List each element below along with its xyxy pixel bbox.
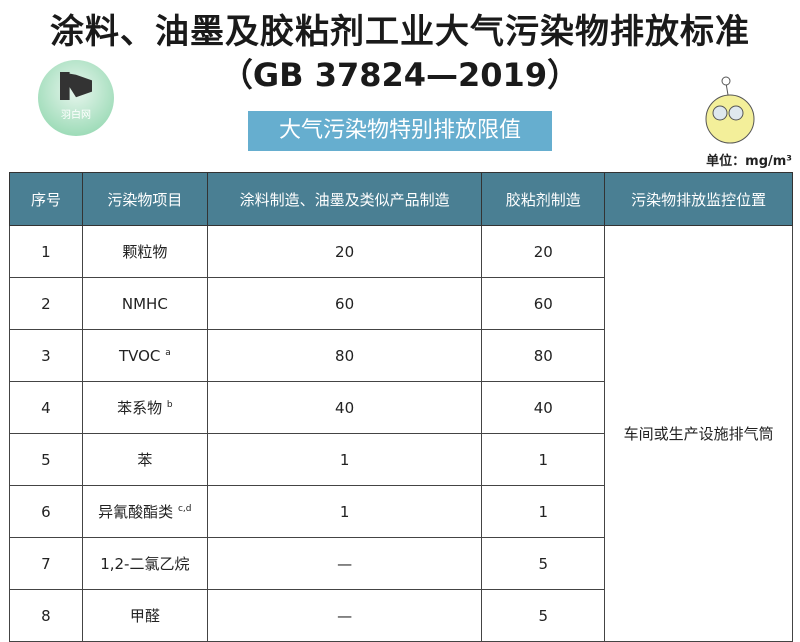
cell-coating: 60 [206,277,483,330]
logo-mark-icon [60,72,92,100]
cell-item: 苯 [81,433,208,486]
cell-adhesive: 5 [481,537,606,590]
cell-no: 1 [9,225,83,278]
cell-item: 异氰酸酯类 c,d [81,485,208,538]
cell-adhesive: 80 [481,329,606,382]
table-row: 5 苯 1 1 [9,433,793,486]
header-location: 污染物排放监控位置 [604,172,793,226]
logo-text: 羽白网 [61,110,91,121]
item-name: 1,2-二氯乙烷 [100,555,190,573]
cell-adhesive: 20 [481,225,606,278]
mascot-icon [705,76,755,144]
cell-location: 车间或生产设施排气筒 [604,225,793,642]
standard-number: （GB 37824—2019） [220,56,580,94]
cell-coating: 80 [206,329,483,382]
header-adhesive: 胶粘剂制造 [481,172,606,226]
cell-coating: 1 [206,485,483,538]
emission-limits-table: 序号 污染物项目 涂料制造、油墨及类似产品制造 胶粘剂制造 污染物排放监控位置 … [9,172,793,642]
item-name: 苯 [137,451,153,469]
cell-adhesive: 1 [481,433,606,486]
table-row: 3 TVOC a 80 80 [9,329,793,382]
table-row: 7 1,2-二氯乙烷 — 5 [9,537,793,590]
cell-item: 苯系物 b [81,381,208,434]
cell-no: 4 [9,381,83,434]
cell-item: NMHC [81,277,208,330]
item-footnote: b [166,400,173,410]
cell-item: 甲醛 [81,589,208,642]
item-name: 异氰酸酯类 [98,503,174,521]
table-header-row: 序号 污染物项目 涂料制造、油墨及类似产品制造 胶粘剂制造 污染物排放监控位置 [9,172,793,226]
cell-no: 6 [9,485,83,538]
item-footnote: c,d [177,504,192,514]
item-name: TVOC [118,346,161,365]
cell-no: 7 [9,537,83,590]
cell-no: 8 [9,589,83,642]
item-footnote: a [165,347,171,358]
cell-item: 颗粒物 [81,225,208,278]
cell-coating: — [206,537,483,590]
cell-coating: — [206,589,483,642]
header-no: 序号 [9,172,83,226]
cell-coating: 40 [206,381,483,434]
header-item: 污染物项目 [81,172,208,226]
cell-item: TVOC a [81,329,208,382]
table-row: 6 异氰酸酯类 c,d 1 1 [9,485,793,538]
logo: 羽白网 [38,60,114,136]
table-row: 1 颗粒物 20 20 车间或生产设施排气筒 [9,225,793,642]
cell-adhesive: 5 [481,589,606,642]
item-name: 甲醛 [129,607,160,625]
cell-adhesive: 40 [481,381,606,434]
cell-adhesive: 60 [481,277,606,330]
unit-label: 单位：mg/m³ [706,154,792,169]
item-name: 颗粒物 [122,243,168,261]
item-name: 苯系物 [117,399,163,417]
cell-adhesive: 1 [481,485,606,538]
cell-item: 1,2-二氯乙烷 [81,537,208,590]
item-name: NMHC [121,294,168,313]
cell-coating: 20 [206,225,483,278]
table-row: 4 苯系物 b 40 40 [9,381,793,434]
cell-no: 5 [9,433,83,486]
cell-coating: 1 [206,433,483,486]
cell-no: 2 [9,277,83,330]
cell-no: 3 [9,329,83,382]
page-title: 涂料、油墨及胶粘剂工业大气污染物排放标准 [50,12,750,52]
header-coating: 涂料制造、油墨及类似产品制造 [206,172,483,226]
section-banner: 大气污染物特别排放限值 [248,111,552,151]
